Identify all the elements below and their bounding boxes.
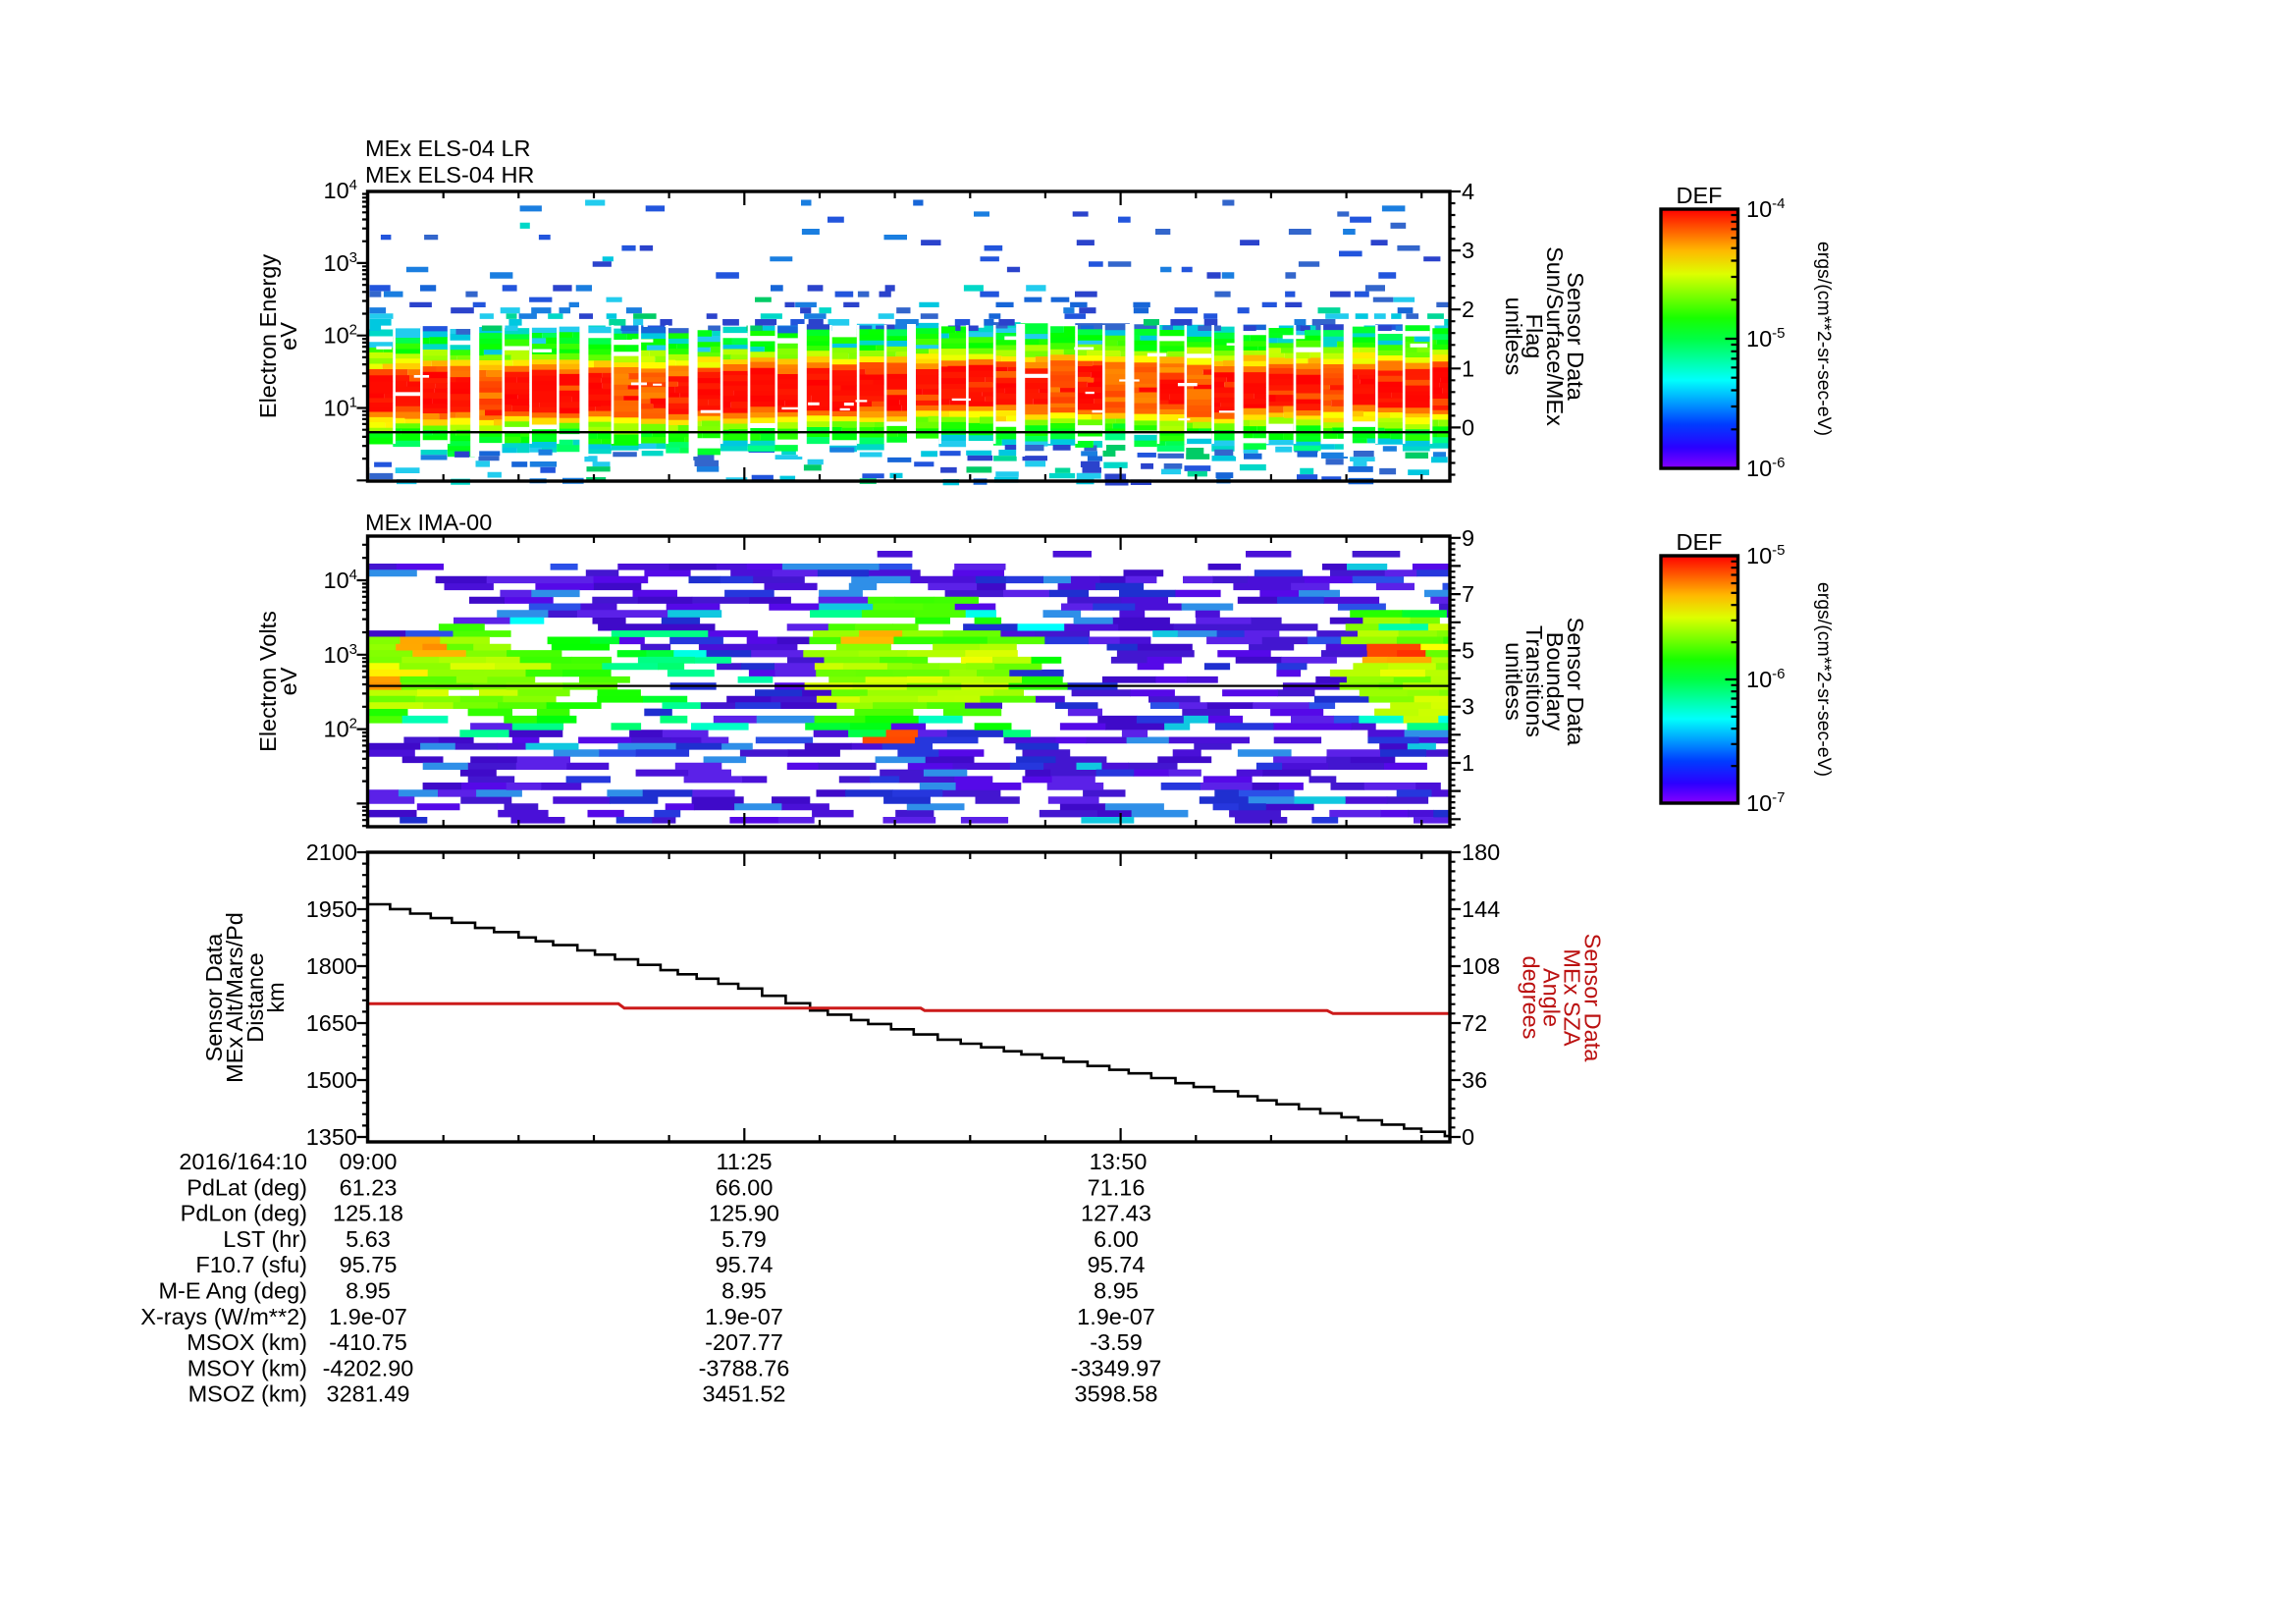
svg-text:1950: 1950 [306, 896, 357, 922]
svg-text:1: 1 [1462, 750, 1474, 776]
svg-text:Sensor Data: Sensor Data [201, 933, 227, 1062]
svg-text:MEx IMA-00: MEx IMA-00 [365, 510, 492, 535]
svg-text:X-rays (W/m**2): X-rays (W/m**2) [140, 1304, 307, 1329]
svg-text:1: 1 [1462, 355, 1474, 381]
svg-text:Electron Energy: Electron Energy [255, 254, 281, 418]
svg-text:MEx SZA: MEx SZA [1560, 948, 1585, 1047]
svg-text:Sensor Data: Sensor Data [1563, 272, 1588, 402]
svg-text:F10.7 (sfu): F10.7 (sfu) [195, 1252, 307, 1277]
svg-text:0: 0 [1462, 414, 1474, 440]
svg-text:-207.77: -207.77 [705, 1329, 783, 1355]
svg-text:1.9e-07: 1.9e-07 [705, 1304, 783, 1329]
svg-text:1350: 1350 [306, 1124, 357, 1150]
svg-text:95.74: 95.74 [1088, 1252, 1146, 1277]
svg-text:10-5: 10-5 [1746, 325, 1785, 352]
svg-text:MEx ELS-04 LR: MEx ELS-04 LR [365, 135, 530, 161]
svg-text:95.74: 95.74 [716, 1252, 774, 1277]
svg-text:Flag: Flag [1522, 314, 1547, 359]
svg-text:0: 0 [1462, 1124, 1474, 1150]
svg-text:ergs/(cm**2-sr-sec-eV): ergs/(cm**2-sr-sec-eV) [1813, 582, 1835, 777]
svg-text:8.95: 8.95 [721, 1278, 767, 1304]
svg-text:11:25: 11:25 [716, 1149, 772, 1174]
svg-text:180: 180 [1462, 839, 1500, 865]
svg-text:DEF: DEF [1677, 529, 1723, 555]
svg-text:8.95: 8.95 [346, 1278, 391, 1304]
svg-text:5: 5 [1462, 637, 1474, 663]
svg-text:eV: eV [276, 667, 301, 695]
svg-text:1500: 1500 [306, 1067, 357, 1093]
svg-text:3: 3 [1462, 694, 1474, 720]
svg-text:Sun/Surface/MEx: Sun/Surface/MEx [1542, 246, 1568, 426]
svg-text:4: 4 [1462, 179, 1474, 204]
svg-text:10-5: 10-5 [1746, 542, 1785, 568]
svg-text:09:00: 09:00 [340, 1149, 398, 1174]
svg-text:9: 9 [1462, 525, 1474, 551]
svg-text:ergs/(cm**2-sr-sec-eV): ergs/(cm**2-sr-sec-eV) [1813, 242, 1835, 436]
svg-text:DEF: DEF [1677, 183, 1723, 208]
svg-text:Distance: Distance [242, 952, 268, 1042]
svg-text:13:50: 13:50 [1090, 1149, 1148, 1174]
svg-text:125.90: 125.90 [709, 1201, 779, 1226]
svg-text:6.00: 6.00 [1094, 1226, 1139, 1252]
svg-text:66.00: 66.00 [716, 1174, 774, 1200]
svg-text:PdLon (deg): PdLon (deg) [181, 1201, 307, 1226]
svg-text:3451.52: 3451.52 [703, 1381, 786, 1407]
svg-text:10-6: 10-6 [1746, 455, 1785, 481]
svg-text:127.43: 127.43 [1081, 1201, 1151, 1226]
svg-text:3: 3 [1462, 238, 1474, 263]
svg-text:95.75: 95.75 [340, 1252, 398, 1277]
svg-text:36: 36 [1462, 1067, 1487, 1093]
svg-text:-4202.90: -4202.90 [323, 1355, 414, 1380]
svg-text:-3788.76: -3788.76 [699, 1355, 790, 1380]
svg-text:2016/164:10: 2016/164:10 [179, 1149, 307, 1174]
svg-text:Electron Volts: Electron Volts [255, 611, 281, 752]
svg-text:5.63: 5.63 [346, 1226, 391, 1252]
svg-text:unitless: unitless [1501, 642, 1526, 721]
svg-text:1.9e-07: 1.9e-07 [1077, 1304, 1155, 1329]
svg-text:Sensor Data: Sensor Data [1580, 934, 1606, 1063]
svg-text:eV: eV [276, 322, 301, 351]
svg-text:Boundary: Boundary [1542, 632, 1568, 731]
svg-text:2: 2 [1462, 297, 1474, 322]
svg-text:Transitions: Transitions [1522, 625, 1547, 737]
svg-text:-3.59: -3.59 [1090, 1329, 1143, 1355]
svg-text:MEx Alt/Mars/Pd: MEx Alt/Mars/Pd [222, 912, 247, 1083]
svg-text:PdLat (deg): PdLat (deg) [187, 1174, 307, 1200]
svg-text:-410.75: -410.75 [329, 1329, 407, 1355]
svg-text:MSOY (km): MSOY (km) [187, 1355, 307, 1380]
svg-text:7: 7 [1462, 581, 1474, 607]
svg-text:5.79: 5.79 [721, 1226, 767, 1252]
svg-text:72: 72 [1462, 1010, 1487, 1036]
svg-text:M-E Ang (deg): M-E Ang (deg) [158, 1278, 307, 1304]
svg-text:3281.49: 3281.49 [327, 1381, 410, 1407]
svg-text:3598.58: 3598.58 [1075, 1381, 1158, 1407]
svg-text:Sensor Data: Sensor Data [1563, 618, 1588, 747]
svg-text:-3349.97: -3349.97 [1071, 1355, 1162, 1380]
svg-text:61.23: 61.23 [340, 1174, 398, 1200]
svg-text:8.95: 8.95 [1094, 1278, 1139, 1304]
svg-text:1.9e-07: 1.9e-07 [329, 1304, 407, 1329]
svg-text:1800: 1800 [306, 953, 357, 979]
svg-text:km: km [263, 982, 289, 1012]
svg-text:degrees: degrees [1519, 956, 1544, 1040]
svg-text:unitless: unitless [1501, 298, 1526, 376]
svg-text:LST (hr): LST (hr) [223, 1226, 307, 1252]
svg-text:1650: 1650 [306, 1010, 357, 1036]
svg-text:71.16: 71.16 [1088, 1174, 1146, 1200]
svg-text:MSOX (km): MSOX (km) [187, 1329, 307, 1355]
svg-text:125.18: 125.18 [333, 1201, 403, 1226]
svg-text:108: 108 [1462, 953, 1500, 979]
svg-text:MEx ELS-04 HR: MEx ELS-04 HR [365, 162, 534, 188]
svg-text:144: 144 [1462, 896, 1500, 922]
svg-text:Angle: Angle [1539, 968, 1565, 1027]
svg-text:2100: 2100 [306, 839, 357, 865]
svg-text:MSOZ (km): MSOZ (km) [188, 1381, 307, 1407]
